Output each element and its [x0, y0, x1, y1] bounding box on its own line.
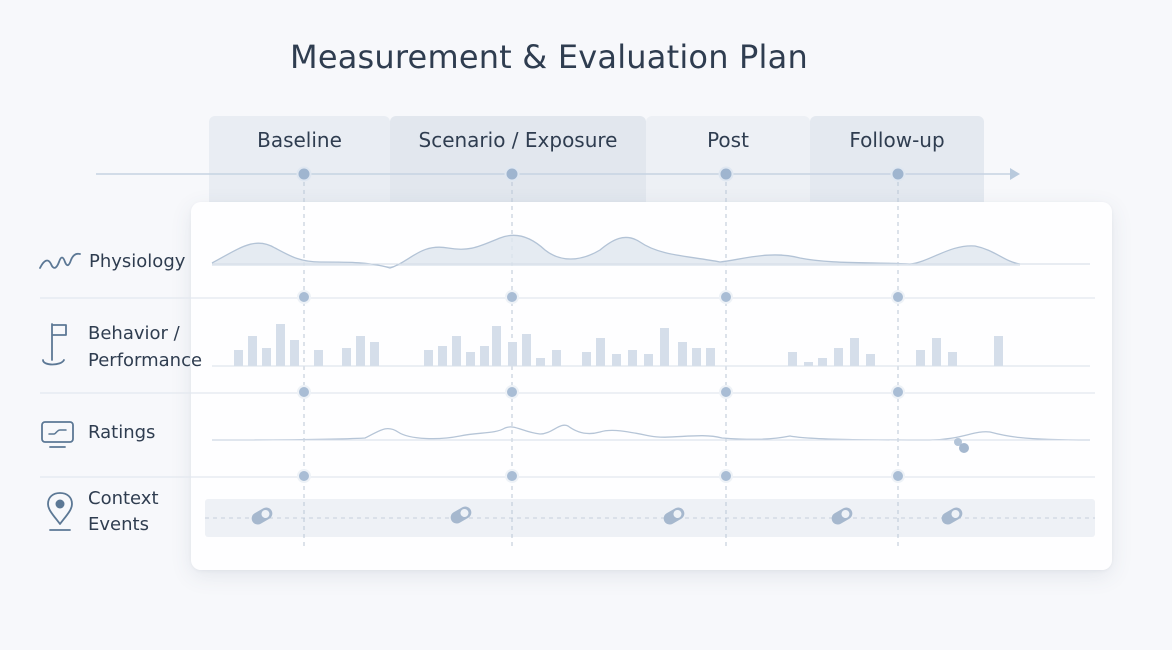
phase-label-post: Post [707, 128, 749, 152]
row-label-context-line-2: Events [88, 514, 149, 535]
phase-label-baseline: Baseline [257, 128, 342, 152]
phase-label-follow-up: Follow-up [849, 128, 945, 152]
phase-header-post: Post [646, 116, 810, 202]
flag-icon [42, 323, 67, 366]
phase-guides [303, 182, 899, 548]
context-event-markers [251, 506, 963, 525]
row-label-context-events: Context Events [88, 486, 159, 538]
context-band [205, 499, 1095, 537]
phase-header-baseline: Baseline [209, 116, 390, 202]
location-pin-icon [47, 492, 73, 531]
row-markers [297, 290, 905, 483]
behavior-bars [234, 324, 1003, 366]
waveform-icon [39, 252, 81, 269]
monitor-icon [41, 421, 74, 448]
timeline-markers [296, 166, 906, 182]
row-label-physiology: Physiology [89, 251, 186, 272]
page-title: Measurement & Evaluation Plan [290, 38, 808, 76]
row-label-ratings: Ratings [88, 422, 156, 443]
physiology-trace [211, 234, 1090, 269]
row-label-context-line-1: Context [88, 488, 159, 509]
phase-label-scenario: Scenario / Exposure [418, 128, 618, 152]
row-label-behavior-line-1: Behavior / [88, 323, 180, 344]
timeline-arrowhead [1010, 168, 1020, 180]
row-label-behavior-line-2: Performance [88, 350, 203, 371]
ratings-trace [211, 424, 1091, 453]
row-dividers [40, 297, 1095, 478]
row-label-behavior-performance: Behavior / Performance [88, 320, 202, 374]
phase-header-follow-up: Follow-up [810, 116, 984, 202]
phase-header-scenario: Scenario / Exposure [390, 116, 646, 202]
